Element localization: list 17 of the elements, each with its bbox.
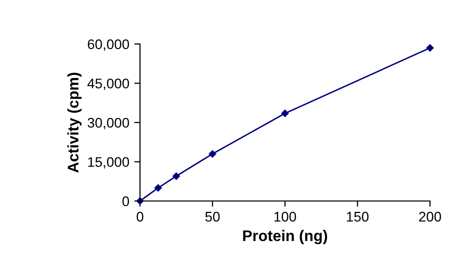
y-tick-label: 30,000 — [88, 118, 130, 130]
y-tick-label: 15,000 — [88, 157, 130, 169]
x-tick-label: 200 — [419, 212, 442, 222]
point — [154, 184, 162, 192]
point — [281, 110, 289, 117]
x-axis-title: Protein (ng) — [243, 230, 328, 244]
x-tick-label: 100 — [274, 212, 296, 222]
point — [426, 44, 434, 52]
point — [208, 150, 216, 158]
x-tick-label: 150 — [346, 212, 369, 222]
y-tick-label: 60,000 — [88, 39, 130, 51]
x-tick-label: 0 — [136, 212, 144, 222]
y-tick-label: 45,000 — [87, 78, 130, 90]
y-axis-title: Activity (cpm) — [67, 72, 82, 173]
y-tick-label: 0 — [122, 196, 130, 206]
x-tick-label: 50 — [205, 212, 220, 222]
point — [172, 172, 180, 180]
